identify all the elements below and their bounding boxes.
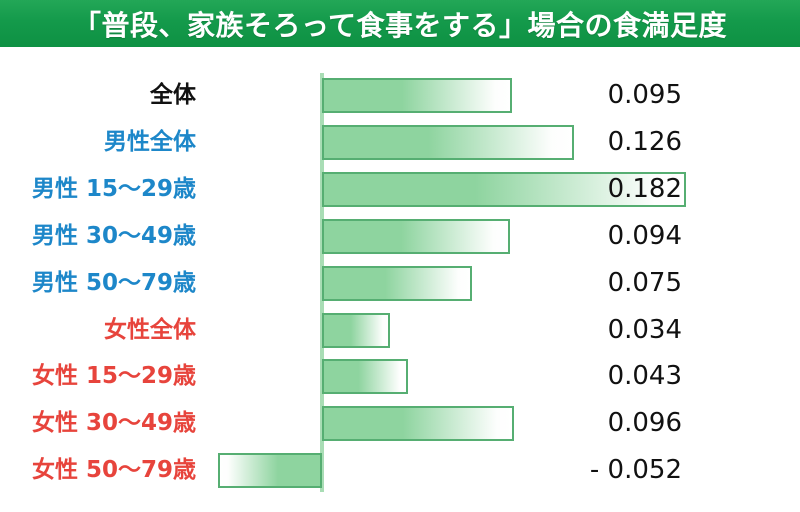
bar xyxy=(322,219,510,254)
category-label: 女性 50〜79歳 xyxy=(31,457,196,483)
value-label: 0.095 xyxy=(607,80,682,110)
value-label: 0.034 xyxy=(607,315,682,345)
category-label: 男性 30〜49歳 xyxy=(31,223,196,249)
bar xyxy=(218,453,322,488)
category-label: 男性 15〜29歳 xyxy=(31,176,196,202)
category-label: 全体 xyxy=(150,82,196,108)
title-banner: 「普段、家族そろって食事をする」場合の食満足度 xyxy=(0,0,800,47)
value-label: 0.096 xyxy=(607,408,682,438)
bar xyxy=(322,359,408,394)
bar xyxy=(322,406,514,441)
chart-title: 「普段、家族そろって食事をする」場合の食満足度 xyxy=(72,8,728,42)
category-label: 女性 30〜49歳 xyxy=(31,410,196,436)
category-label: 女性全体 xyxy=(104,317,196,343)
value-label: 0.182 xyxy=(607,174,682,204)
category-label: 女性 15〜29歳 xyxy=(31,363,196,389)
category-label: 男性全体 xyxy=(104,129,196,155)
bar xyxy=(322,266,472,301)
value-label: 0.043 xyxy=(607,361,682,391)
bar xyxy=(322,313,390,348)
value-label: - 0.052 xyxy=(589,455,682,485)
bar xyxy=(322,78,512,113)
value-label: 0.075 xyxy=(607,268,682,298)
bar xyxy=(322,125,574,160)
bar xyxy=(322,172,686,207)
value-label: 0.094 xyxy=(607,221,682,251)
category-label: 男性 50〜79歳 xyxy=(31,270,196,296)
value-label: 0.126 xyxy=(607,127,682,157)
